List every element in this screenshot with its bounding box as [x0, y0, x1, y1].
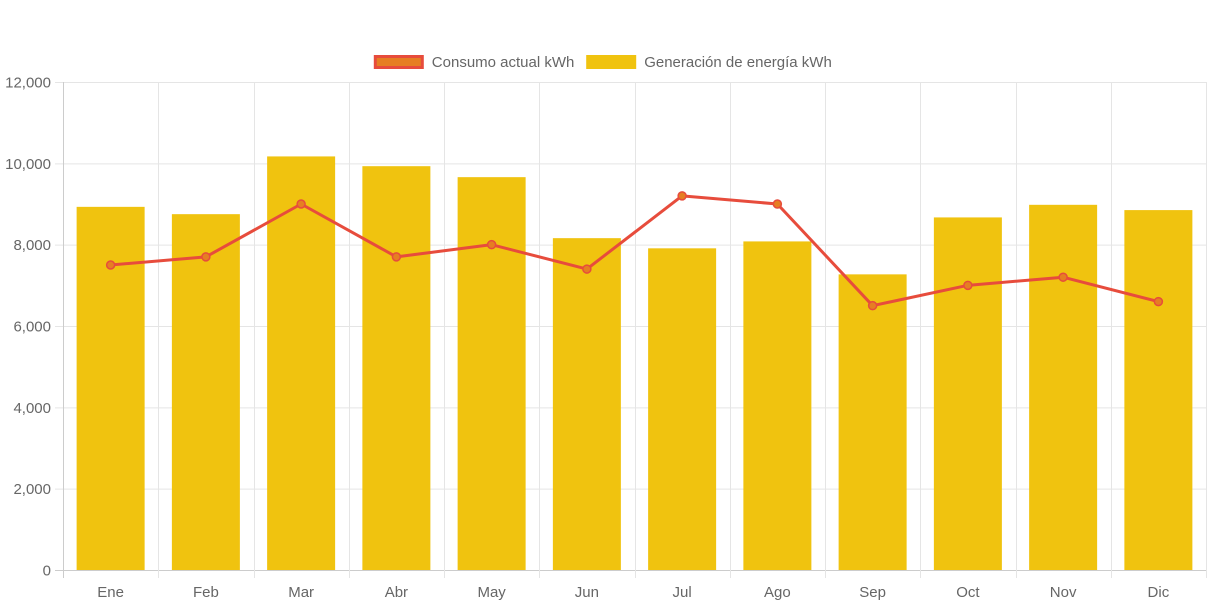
x-tick-label: Ene: [97, 584, 124, 601]
y-tick-label: 10,000: [5, 156, 51, 173]
point-consumo-jun: [582, 264, 592, 274]
point-consumo-may: [486, 239, 497, 250]
x-tick-label: Mar: [288, 584, 314, 601]
x-tick-label: Jul: [673, 584, 692, 601]
point-consumo-oct: [963, 280, 973, 291]
legend: Consumo actual kWh Generación de energía …: [373, 54, 832, 71]
bar-generacion-feb: [171, 214, 240, 570]
bar-generacion-ago: [743, 241, 812, 570]
legend-label: Generación de energía kWh: [644, 54, 832, 71]
grid-lines: [55, 82, 1207, 578]
bar-generacion-may: [457, 177, 526, 570]
bar-generacion-jul: [648, 248, 717, 570]
bar-generacion-sep: [838, 274, 907, 570]
point-consumo-sep: [867, 300, 878, 311]
bar-generacion-mar: [267, 156, 336, 571]
point-consumo-mar: [296, 199, 306, 209]
bar-generacion-dic: [1124, 210, 1193, 570]
point-consumo-nov: [1058, 272, 1068, 282]
y-tick-label: 0: [43, 563, 51, 580]
bar-series: [76, 156, 1193, 571]
x-tick-label: Ago: [764, 584, 791, 601]
line-series: [105, 191, 1164, 311]
point-consumo-ene: [105, 260, 116, 270]
x-tick-label: Feb: [193, 584, 219, 601]
legend-swatch-generacion: [586, 55, 637, 69]
axes: 0 2,000 4,000 6,000 8,000 10,000 12,000 Ene Feb M…: [5, 75, 1170, 602]
legend-item: Generación de energía kWh: [586, 54, 832, 71]
bar-generacion-oct: [933, 217, 1002, 571]
y-tick-label: 6,000: [13, 319, 51, 336]
bar-generacion-nov: [1029, 204, 1098, 570]
x-tick-label: May: [477, 584, 506, 601]
bar-generacion-abr: [362, 166, 431, 570]
line-consumo: [110, 194, 1159, 308]
legend-swatch-consumo: [373, 55, 424, 69]
point-consumo-abr: [391, 252, 402, 262]
legend-label: Consumo actual kWh: [432, 54, 575, 71]
bar-generacion-jun: [552, 238, 621, 570]
y-tick-label: 4,000: [13, 400, 51, 417]
x-tick-label: Dic: [1148, 584, 1170, 601]
point-consumo-jul: [677, 191, 687, 201]
x-tick-label: Nov: [1050, 584, 1077, 601]
y-tick-label: 12,000: [5, 75, 51, 92]
x-tick-label: Oct: [956, 584, 980, 601]
x-tick-label: Abr: [385, 584, 408, 601]
x-tick-label: Sep: [859, 584, 886, 601]
y-tick-label: 2,000: [13, 481, 51, 498]
y-tick-label: 8,000: [13, 237, 51, 254]
x-tick-label: Jun: [575, 584, 599, 601]
point-consumo-ago: [772, 199, 783, 209]
legend-item: Consumo actual kWh: [373, 54, 575, 71]
point-consumo-feb: [201, 252, 211, 262]
point-consumo-dic: [1153, 296, 1164, 307]
